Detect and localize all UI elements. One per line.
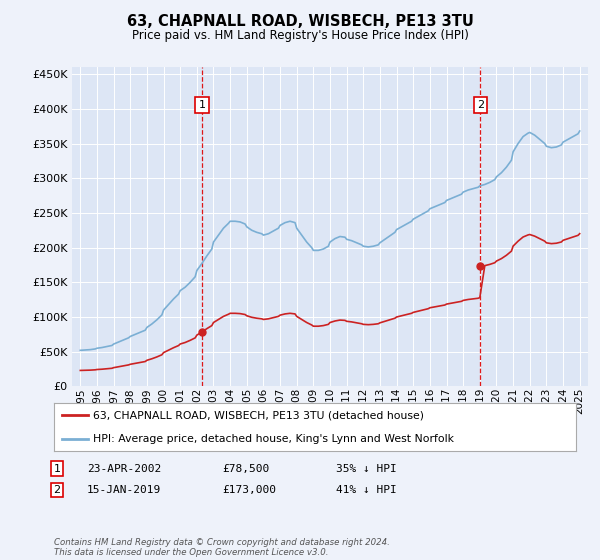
Text: Price paid vs. HM Land Registry's House Price Index (HPI): Price paid vs. HM Land Registry's House … <box>131 29 469 42</box>
Text: 63, CHAPNALL ROAD, WISBECH, PE13 3TU: 63, CHAPNALL ROAD, WISBECH, PE13 3TU <box>127 14 473 29</box>
Text: £173,000: £173,000 <box>222 485 276 495</box>
Text: 2: 2 <box>477 100 484 110</box>
Text: 63, CHAPNALL ROAD, WISBECH, PE13 3TU (detached house): 63, CHAPNALL ROAD, WISBECH, PE13 3TU (de… <box>93 410 424 420</box>
Text: 23-APR-2002: 23-APR-2002 <box>87 464 161 474</box>
Text: 1: 1 <box>199 100 205 110</box>
Text: 1: 1 <box>53 464 61 474</box>
Text: HPI: Average price, detached house, King's Lynn and West Norfolk: HPI: Average price, detached house, King… <box>93 434 454 444</box>
Text: 41% ↓ HPI: 41% ↓ HPI <box>336 485 397 495</box>
Text: £78,500: £78,500 <box>222 464 269 474</box>
Text: Contains HM Land Registry data © Crown copyright and database right 2024.
This d: Contains HM Land Registry data © Crown c… <box>54 538 390 557</box>
Text: 15-JAN-2019: 15-JAN-2019 <box>87 485 161 495</box>
Text: 35% ↓ HPI: 35% ↓ HPI <box>336 464 397 474</box>
Text: 2: 2 <box>53 485 61 495</box>
